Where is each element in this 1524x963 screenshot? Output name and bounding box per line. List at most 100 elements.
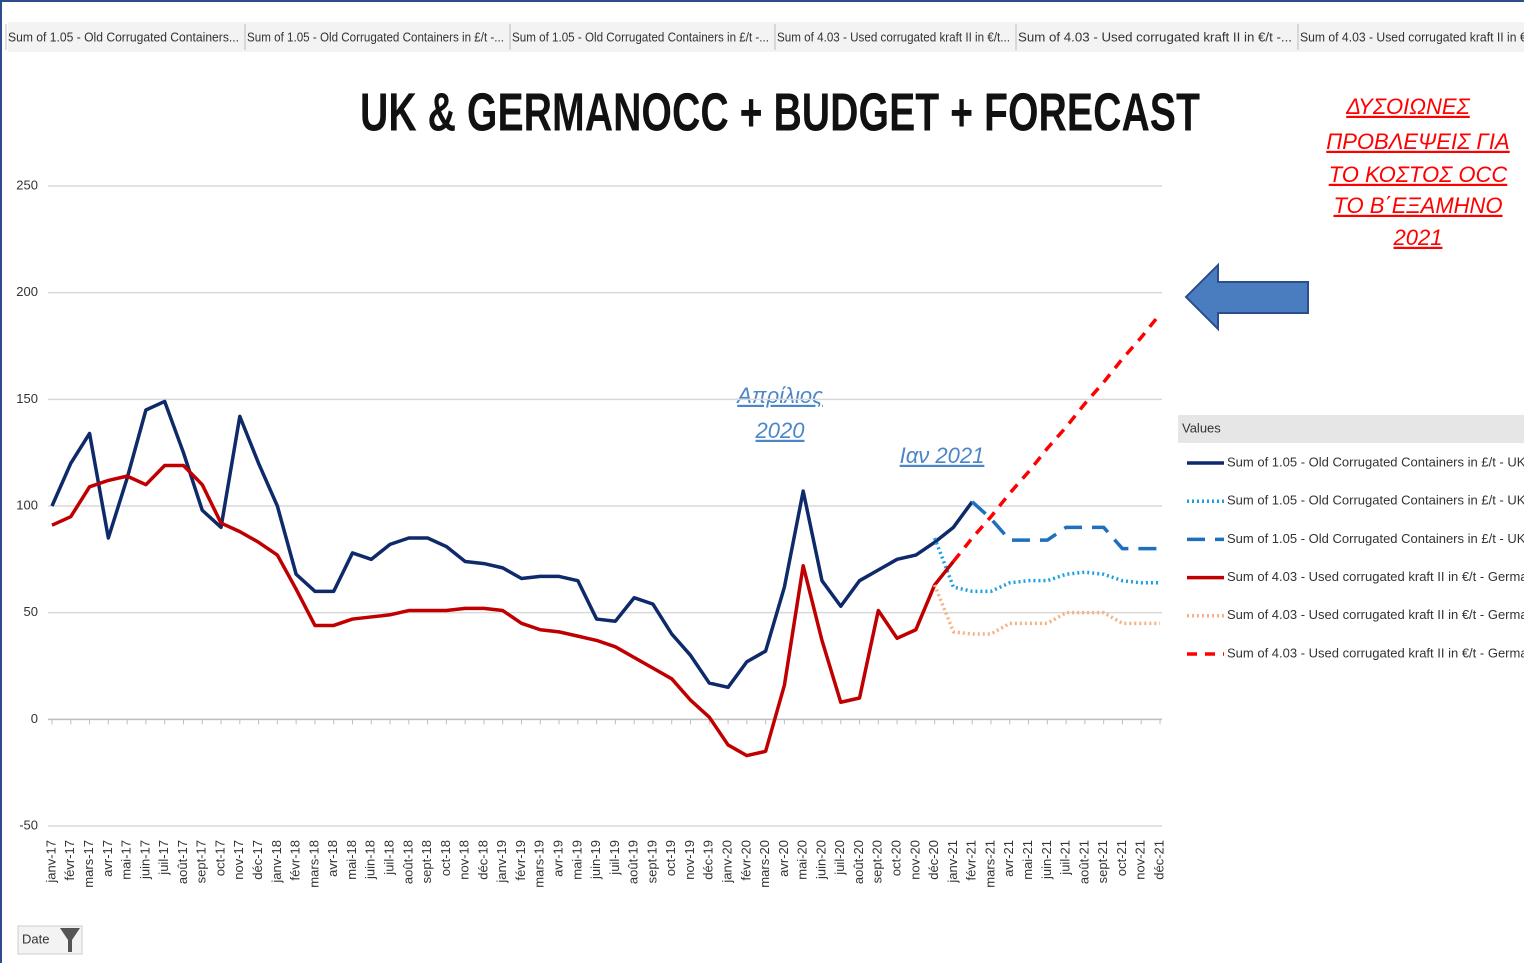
x-tick-label: août-19 <box>626 840 641 884</box>
x-tick-label: févr-21 <box>964 840 979 880</box>
annotation: Απρίλιος <box>735 383 823 408</box>
field-button: Sum of 4.03 - Used corrugated kraft II i… <box>777 29 1010 44</box>
x-tick-label: nov-17 <box>231 840 246 880</box>
x-tick-label: juin-18 <box>363 840 378 880</box>
x-tick-label: janv-20 <box>720 840 735 884</box>
x-tick-label: avr-20 <box>776 840 791 877</box>
x-tick-label: févr-17 <box>62 840 77 880</box>
x-tick-label: juin-21 <box>1039 840 1054 880</box>
x-tick-label: mars-18 <box>306 840 321 888</box>
arrow <box>1184 262 1309 332</box>
y-tick-label: 100 <box>16 497 38 512</box>
x-tick-label: août-20 <box>851 840 866 884</box>
x-tick-label: mai-17 <box>119 840 134 880</box>
x-tick-label: avr-17 <box>100 840 115 877</box>
x-tick-label: déc-21 <box>1151 840 1166 880</box>
legend-header <box>1178 415 1524 443</box>
x-tick-label: oct-17 <box>212 840 227 876</box>
x-tick-label: déc-18 <box>475 840 490 880</box>
x-tick-label: janv-17 <box>43 840 58 884</box>
y-tick-label: 200 <box>16 284 38 299</box>
date-filter-label: Date <box>22 931 49 946</box>
legend-label: Sum of 4.03 - Used corrugated kraft II i… <box>1227 645 1524 660</box>
x-tick-label: juil-20 <box>832 840 847 876</box>
legend-label: Sum of 4.03 - Used corrugated kraft II i… <box>1227 607 1524 622</box>
x-tick-label: juil-18 <box>381 840 396 876</box>
x-tick-label: févr-19 <box>513 840 528 880</box>
field-button: Sum of 1.05 - Old Corrugated Containers … <box>247 29 504 44</box>
x-tick-label: avr-18 <box>325 840 340 877</box>
x-tick-label: juil-21 <box>1058 840 1073 876</box>
annotation: 2021 <box>1393 225 1443 250</box>
series-line <box>51 463 955 758</box>
x-tick-label: mars-20 <box>757 840 772 888</box>
x-tick-label: mars-17 <box>81 840 96 888</box>
x-tick-label: nov-19 <box>682 840 697 880</box>
series-line <box>933 537 1160 594</box>
x-tick-label: sept-21 <box>1095 840 1110 883</box>
y-tick-label: 250 <box>16 177 38 192</box>
x-tick-label: avr-19 <box>550 840 565 877</box>
x-tick-label: déc-17 <box>250 840 265 880</box>
x-tick-label: mai-20 <box>795 840 810 880</box>
x-tick-label: sept-18 <box>419 840 434 883</box>
x-tick-label: févr-18 <box>288 840 303 880</box>
x-tick-label: nov-21 <box>1133 840 1148 880</box>
annotation: Ιαν 2021 <box>900 443 985 468</box>
annotation: ΔΥΣΟΙΩΝΕΣ <box>1345 94 1470 119</box>
field-button: Sum of 1.05 - Old Corrugated Containers.… <box>8 29 239 44</box>
annotation: ΤΟ Β΄ΕΞΑΜΗΝΟ <box>1333 193 1502 218</box>
legend-title: Values <box>1182 420 1221 435</box>
x-tick-label: mai-18 <box>344 840 359 880</box>
x-tick-label: mai-21 <box>1020 840 1035 880</box>
x-tick-label: janv-21 <box>945 840 960 884</box>
x-tick-label: sept-17 <box>194 840 209 883</box>
x-tick-label: avr-21 <box>1001 840 1016 877</box>
y-tick-label: 150 <box>16 391 38 406</box>
x-tick-label: févr-20 <box>738 840 753 880</box>
y-tick-label: 0 <box>31 711 38 726</box>
x-tick-label: nov-20 <box>907 840 922 880</box>
y-tick-label: 50 <box>24 604 38 619</box>
y-tick-label: -50 <box>19 817 38 832</box>
field-bar <box>8 22 1524 52</box>
x-tick-label: oct-20 <box>889 840 904 876</box>
annotation: 2020 <box>755 418 806 443</box>
x-tick-label: déc-20 <box>926 840 941 880</box>
x-tick-label: oct-19 <box>663 840 678 876</box>
x-tick-label: août-18 <box>400 840 415 884</box>
x-tick-label: mars-19 <box>532 840 547 888</box>
x-tick-label: mars-21 <box>982 840 997 888</box>
x-tick-label: oct-18 <box>438 840 453 876</box>
legend-label: Sum of 4.03 - Used corrugated kraft II i… <box>1227 569 1524 584</box>
x-tick-label: juil-19 <box>607 840 622 876</box>
x-tick-label: juin-20 <box>813 840 828 880</box>
annotation: ΤΟ ΚΟΣΤΟΣ OCC <box>1329 162 1508 187</box>
x-tick-label: sept-19 <box>644 840 659 883</box>
x-tick-label: déc-19 <box>701 840 716 880</box>
x-tick-label: sept-20 <box>870 840 885 883</box>
x-tick-label: juin-19 <box>588 840 603 880</box>
x-tick-label: nov-18 <box>457 840 472 880</box>
series-line <box>971 500 1160 551</box>
annotation: ΠΡΟΒΛΕΨΕΙΣ ΓΙΑ <box>1326 129 1509 154</box>
legend-label: Sum of 1.05 - Old Corrugated Containers … <box>1227 531 1524 546</box>
legend-label: Sum of 1.05 - Old Corrugated Containers … <box>1227 493 1524 508</box>
x-tick-label: janv-19 <box>494 840 509 884</box>
legend-label: Sum of 1.05 - Old Corrugated Containers … <box>1227 454 1524 469</box>
filter-icon <box>60 928 80 952</box>
x-tick-label: juin-17 <box>137 840 152 880</box>
series-line <box>50 399 974 690</box>
x-tick-label: mai-19 <box>569 840 584 880</box>
x-tick-label: janv-18 <box>269 840 284 884</box>
x-tick-label: oct-21 <box>1114 840 1129 876</box>
field-button: Sum of 1.05 - Old Corrugated Containers … <box>512 29 769 44</box>
field-button: Sum of 4.03 - Used corrugated kraft II i… <box>1018 29 1292 44</box>
chart-title: UK & GERMANOCC + BUDGET + FORECAST <box>360 82 1200 142</box>
x-tick-label: juil-17 <box>156 840 171 876</box>
field-button: Sum of 4.03 - Used corrugated kraft II i… <box>1300 29 1524 44</box>
x-tick-label: août-17 <box>175 840 190 884</box>
